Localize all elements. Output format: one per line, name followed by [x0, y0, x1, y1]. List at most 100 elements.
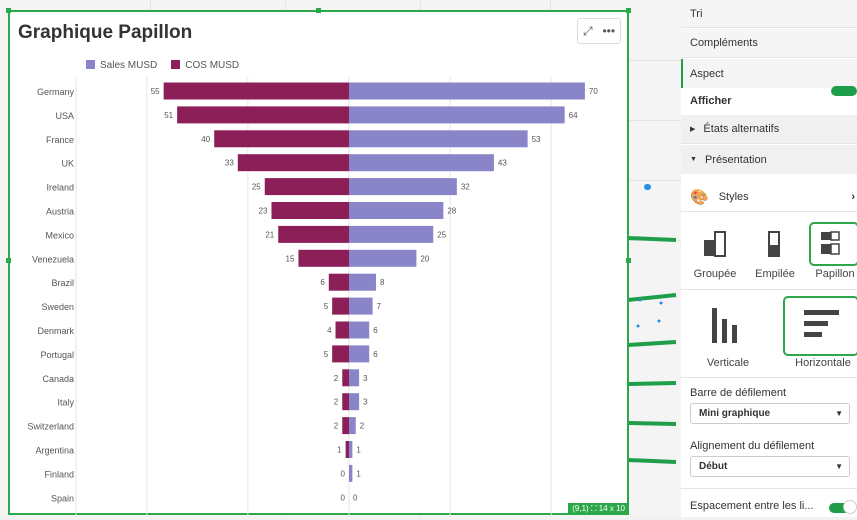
data-label-sales: 70 [589, 87, 598, 96]
data-label-cos: 33 [225, 159, 234, 168]
bar-sales [349, 225, 434, 243]
chart-panel[interactable]: Graphique Papillon ⤢ ••• Sales MUSD COS … [8, 10, 629, 517]
bar-sales [349, 249, 417, 267]
data-label-cos: 0 [341, 469, 346, 478]
bar-sales [349, 202, 444, 219]
stacked-icon [768, 231, 780, 257]
data-label-sales: 64 [569, 111, 578, 120]
papillon-selected[interactable] [809, 222, 857, 266]
orient-horizontale[interactable]: Horizontale [795, 357, 851, 369]
bar-sales [349, 106, 565, 124]
align-select[interactable]: Début ▼ [690, 456, 850, 477]
data-label-cos: 40 [201, 135, 210, 144]
legend: Sales MUSD COS MUSD [86, 60, 239, 71]
data-label-sales: 20 [420, 254, 429, 263]
bar-sales [349, 297, 373, 315]
category-label: Mexico [45, 230, 74, 240]
data-label-cos: 21 [265, 230, 274, 239]
dropdown-icon: ▼ [835, 409, 843, 418]
data-label-cos: 25 [252, 183, 261, 192]
mode-groupee[interactable]: Groupée [693, 268, 737, 280]
bar-cos [345, 441, 349, 458]
bar-sales [349, 393, 360, 411]
data-label-cos: 5 [324, 350, 329, 359]
bar-cos [328, 273, 349, 291]
bar-cos [177, 106, 349, 124]
bar-sales [349, 130, 528, 148]
data-label-sales: 6 [373, 350, 378, 359]
legend-item-cos[interactable]: COS MUSD [171, 60, 239, 71]
caret-down-icon: ▼ [690, 156, 697, 163]
bar-cos [332, 297, 349, 315]
chart-title: Graphique Papillon [18, 22, 193, 43]
bar-cos [342, 393, 349, 411]
data-label-sales: 32 [461, 183, 470, 192]
expand-icon[interactable]: ⤢ [582, 23, 593, 38]
data-label-sales: 0 [353, 493, 358, 502]
data-label-cos: 0 [341, 493, 346, 502]
data-label-cos: 23 [259, 207, 268, 216]
scroll-select[interactable]: Mini graphique ▼ [690, 403, 850, 424]
bar-cos [271, 202, 349, 219]
spacing-label: Espacement entre les li... [690, 500, 814, 512]
data-label-cos: 15 [286, 254, 295, 263]
category-label: Argentina [35, 446, 74, 456]
afficher-toggle[interactable] [831, 86, 857, 96]
category-label: Portugal [40, 350, 74, 360]
section-aspect[interactable]: Aspect [681, 59, 857, 88]
category-label: Italy [57, 398, 74, 408]
bar-cos [342, 417, 349, 435]
data-label-sales: 2 [360, 422, 365, 431]
more-icon[interactable]: ••• [602, 24, 616, 38]
data-label-sales: 53 [532, 135, 541, 144]
palette-icon: 🎨 [690, 188, 709, 206]
sheet-decorations [628, 236, 677, 464]
data-label-sales: 1 [356, 446, 361, 455]
data-label-sales: 28 [447, 207, 456, 216]
mode-papillon[interactable]: Papillon [815, 268, 855, 280]
section-complements[interactable]: Compléments [681, 29, 857, 58]
bar-cos [335, 321, 349, 339]
section-tri[interactable]: Tri [681, 0, 857, 28]
category-label: Sweden [41, 302, 74, 312]
bar-cos [278, 225, 349, 243]
category-label: Spain [51, 493, 74, 503]
bar-cos [264, 178, 349, 196]
grouped-icon [704, 231, 726, 257]
category-label: Canada [42, 374, 74, 384]
data-label-sales: 3 [363, 374, 368, 383]
bar-cos [332, 345, 349, 363]
legend-item-sales[interactable]: Sales MUSD [86, 60, 157, 71]
styles-row[interactable]: 🎨 Styles › [681, 182, 857, 212]
scroll-label: Barre de défilement [690, 387, 786, 399]
bar-cos [237, 154, 349, 172]
data-label-sales: 6 [373, 326, 378, 335]
data-label-cos: 5 [324, 302, 329, 311]
orient-verticale[interactable]: Verticale [706, 357, 750, 369]
bar-cos [214, 130, 349, 148]
etats-alternatifs[interactable]: ▶ États alternatifs [681, 115, 857, 144]
mode-empilee[interactable]: Empilée [755, 268, 795, 280]
bar-cos [163, 82, 349, 100]
horizontal-selected[interactable] [783, 296, 857, 356]
caret-right-icon: ▶ [690, 126, 696, 133]
category-label: Ireland [46, 183, 74, 193]
align-label: Alignement du défilement [690, 440, 815, 452]
data-label-cos: 2 [334, 422, 339, 431]
presentation-section[interactable]: ▼ Présentation [681, 145, 857, 174]
bar-cos [342, 369, 349, 387]
bar-sales [349, 154, 494, 172]
spacing-toggle[interactable] [829, 503, 855, 513]
bar-sales [349, 178, 457, 196]
data-label-cos: 1 [337, 446, 342, 455]
bar-sales [349, 82, 585, 100]
data-label-sales: 1 [356, 469, 361, 478]
data-label-cos: 2 [334, 374, 339, 383]
chart-toolbar: ⤢ ••• [577, 18, 621, 44]
data-label-cos: 2 [334, 398, 339, 407]
data-label-cos: 6 [320, 278, 325, 287]
data-label-sales: 7 [377, 302, 382, 311]
bar-sales [349, 273, 376, 291]
category-label: USA [55, 111, 74, 121]
